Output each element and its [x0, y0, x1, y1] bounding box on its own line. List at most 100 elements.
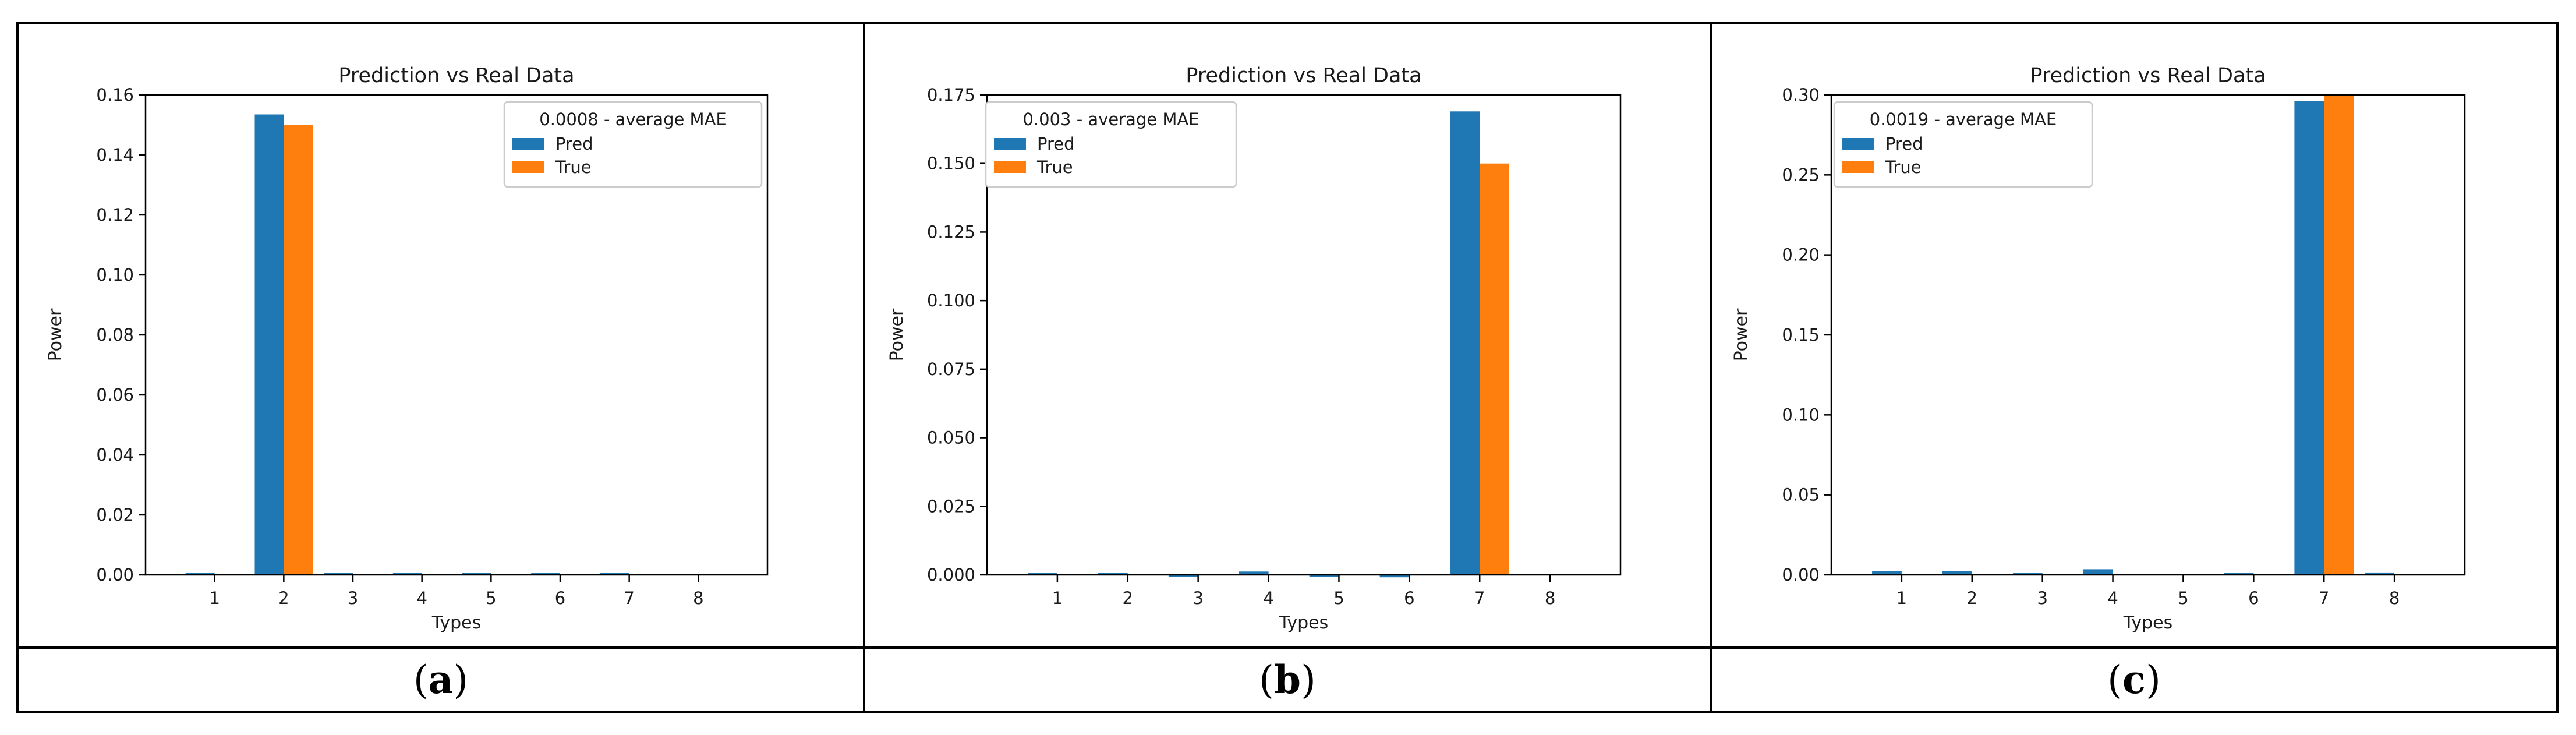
y-tick-label: 0.15: [1782, 325, 1820, 345]
y-tick-label: 0.02: [96, 505, 134, 525]
bar-pred-type-2: [254, 114, 284, 575]
y-tick-label: 0.125: [927, 222, 975, 242]
x-axis-label: Types: [431, 613, 482, 633]
x-tick-label: 8: [2389, 588, 2400, 608]
bar-true-type-2: [284, 125, 313, 575]
chart-title: Prediction vs Real Data: [2030, 64, 2266, 87]
outer-frame: [16, 22, 2559, 713]
legend-swatch-pred: [512, 138, 544, 150]
x-tick-label: 6: [555, 588, 565, 608]
y-tick-label: 0.10: [96, 265, 134, 285]
x-tick-label: 7: [1474, 588, 1485, 608]
x-tick-label: 7: [624, 588, 634, 608]
caption-c: (c): [2107, 657, 2161, 702]
y-tick-label: 0.16: [96, 85, 134, 105]
legend-title: 0.0019 - average MAE: [1870, 109, 2057, 129]
legend-swatch-true: [512, 161, 544, 173]
x-tick-label: 2: [1967, 588, 1977, 608]
bar-pred-type-2: [1098, 573, 1128, 575]
x-tick-label: 6: [2248, 588, 2259, 608]
legend-label-true: True: [555, 157, 592, 177]
x-tick-label: 1: [1896, 588, 1907, 608]
chart-title: Prediction vs Real Data: [1186, 64, 1421, 87]
y-tick-label: 0.25: [1782, 165, 1820, 185]
y-tick-label: 0.06: [96, 385, 134, 405]
y-tick-label: 0.14: [96, 145, 134, 165]
caption-open-paren: (: [1259, 658, 1274, 702]
caption-letter: a: [429, 657, 454, 702]
y-tick-label: 0.04: [96, 445, 134, 465]
y-tick-label: 0.05: [1782, 485, 1820, 505]
plot-area-frame: [986, 94, 1622, 576]
legend-label-true: True: [1036, 157, 1073, 177]
bar-pred-type-3: [1168, 575, 1198, 577]
x-axis-label: Types: [2123, 613, 2173, 633]
x-tick-label: 2: [1123, 588, 1133, 608]
y-tick-label: 0.08: [96, 325, 134, 345]
y-tick-label: 0.00: [1782, 565, 1820, 585]
chart-title: Prediction vs Real Data: [338, 64, 574, 87]
x-axis-label: Types: [1279, 613, 1329, 633]
x-tick-label: 5: [486, 588, 496, 608]
bar-pred-type-8: [2365, 572, 2395, 575]
y-tick-label: 0.075: [927, 359, 975, 379]
caption-b: (b): [1259, 657, 1316, 702]
legend-label-pred: Pred: [555, 134, 593, 154]
y-tick-label: 0.050: [927, 428, 975, 448]
legend-label-pred: Pred: [1885, 134, 1923, 154]
bar-pred-type-5: [462, 573, 491, 575]
y-tick-label: 0.00: [96, 565, 134, 585]
caption-a: (a): [413, 657, 468, 702]
x-tick-label: 3: [1193, 588, 1203, 608]
x-tick-label: 1: [209, 588, 220, 608]
bar-pred-type-1: [1872, 571, 1902, 575]
y-tick-label: 0.20: [1782, 245, 1820, 265]
bar-pred-type-6: [531, 573, 560, 575]
bar-pred-type-5: [1309, 575, 1339, 577]
x-tick-label: 5: [1333, 588, 1344, 608]
panel-frames: [16, 22, 2559, 713]
x-tick-label: 6: [1404, 588, 1414, 608]
legend-swatch-true: [1842, 161, 1874, 173]
bar-pred-type-7: [600, 573, 629, 575]
x-tick-label: 8: [1545, 588, 1555, 608]
bar-pred-type-1: [185, 573, 215, 575]
bar-pred-type-6: [2224, 573, 2254, 575]
legend: 0.0008 - average MAE Pred True: [503, 101, 763, 188]
legend-swatch-pred: [1842, 138, 1874, 150]
x-tick-label: 4: [1263, 588, 1273, 608]
legend-swatch-true: [994, 161, 1026, 173]
legend-title: 0.0008 - average MAE: [539, 109, 727, 129]
legend: 0.0019 - average MAE Pred True: [1833, 101, 2093, 188]
y-axis-label: Power: [1731, 308, 1751, 361]
bar-true-type-7: [2324, 95, 2354, 575]
bar-pred-type-4: [1239, 571, 1269, 575]
legend-label-true: True: [1885, 157, 1922, 177]
caption-open-paren: (: [2107, 658, 2122, 702]
x-tick-label: 8: [693, 588, 703, 608]
y-tick-label: 0.150: [927, 154, 975, 174]
caption-letter: b: [1274, 657, 1301, 702]
caption-letter: c: [2122, 657, 2146, 702]
y-tick-label: 0.175: [927, 85, 975, 105]
panel-captions: (a) (b) (c): [413, 657, 2161, 702]
y-tick-label: 0.000: [927, 565, 975, 585]
x-tick-label: 3: [2037, 588, 2047, 608]
y-tick-label: 0.30: [1782, 85, 1820, 105]
chart-panel-2: 0.000 0.025 0.050 0.075 0.100 0.125 0.150 0.175…: [887, 64, 1622, 633]
caption-close-paren: ): [1301, 658, 1316, 702]
bar-pred-type-6: [1379, 575, 1410, 578]
legend-title: 0.003 - average MAE: [1022, 109, 1199, 129]
legend-box: [503, 101, 763, 188]
bar-pred-type-7: [2294, 101, 2324, 575]
bar-pred-type-3: [2012, 573, 2043, 575]
x-tick-label: 2: [278, 588, 289, 608]
chart-panel-3: 0.00 0.05 0.10 0.15 0.20 0.25 0.30 1 2 3 4 5 6 7 8 Pred…: [1731, 64, 2466, 633]
y-axis-label: Power: [887, 308, 907, 361]
bar-pred-type-2: [1942, 571, 1972, 575]
bar-pred-type-1: [1028, 573, 1057, 575]
bar-pred-type-7: [1450, 111, 1480, 575]
y-tick-label: 0.12: [96, 205, 134, 225]
x-tick-label: 4: [416, 588, 427, 608]
y-tick-label: 0.025: [927, 496, 975, 516]
